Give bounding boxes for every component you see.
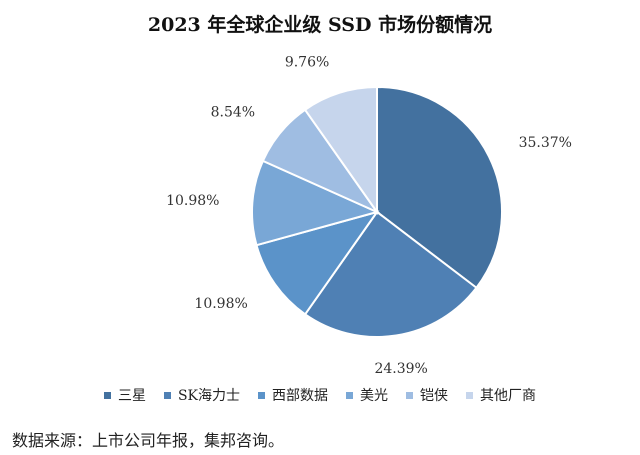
legend-item-其他厂商: 其他厂商 xyxy=(466,385,536,405)
legend-label: 其他厂商 xyxy=(480,388,537,404)
data-label-三星: 35.37% xyxy=(519,135,572,151)
pie-slice-三星 xyxy=(376,85,503,290)
legend-label: 三星 xyxy=(117,388,146,404)
legend-label: 美光 xyxy=(360,388,389,404)
pie-slice-美光 xyxy=(251,159,380,247)
legend-swatch xyxy=(346,391,354,399)
legend-item-铠侠: 铠侠 xyxy=(406,385,448,405)
legend-item-美光: 美光 xyxy=(346,385,388,405)
source-note: 数据来源：上市公司年报，集邦咨询。 xyxy=(12,431,285,450)
data-label-西部数据: 10.98% xyxy=(194,296,247,312)
data-label-sk海力士: 24.39% xyxy=(374,361,427,377)
legend-label: SK海力士 xyxy=(177,388,241,404)
data-label-铠侠: 8.54% xyxy=(211,104,255,120)
chart-title: 2023 年全球企业级 SSD 市场份额情况 xyxy=(147,14,493,36)
legend-swatch xyxy=(406,391,414,399)
pie-slice-其他厂商 xyxy=(303,85,378,216)
data-label-其他厂商: 9.76% xyxy=(285,54,329,70)
legend-swatch xyxy=(466,391,474,399)
legend: 三星 SK海力士 西部数据 美光 铠侠 其他厂商 xyxy=(0,385,640,405)
legend-item-sk海力士: SK海力士 xyxy=(163,385,241,405)
legend-label: 铠侠 xyxy=(420,388,449,404)
legend-item-西部数据: 西部数据 xyxy=(258,385,328,405)
data-label-美光: 10.98% xyxy=(166,193,219,209)
legend-label: 西部数据 xyxy=(272,388,329,404)
legend-swatch xyxy=(163,391,171,399)
legend-item-三星: 三星 xyxy=(103,385,146,405)
pie-slice-sk海力士 xyxy=(303,210,478,338)
legend-swatch xyxy=(258,391,266,399)
legend-swatch xyxy=(103,391,111,399)
pie-chart: 35.37% 24.39% 10.98% 10.98% 8.54% 9.76% xyxy=(166,54,572,377)
